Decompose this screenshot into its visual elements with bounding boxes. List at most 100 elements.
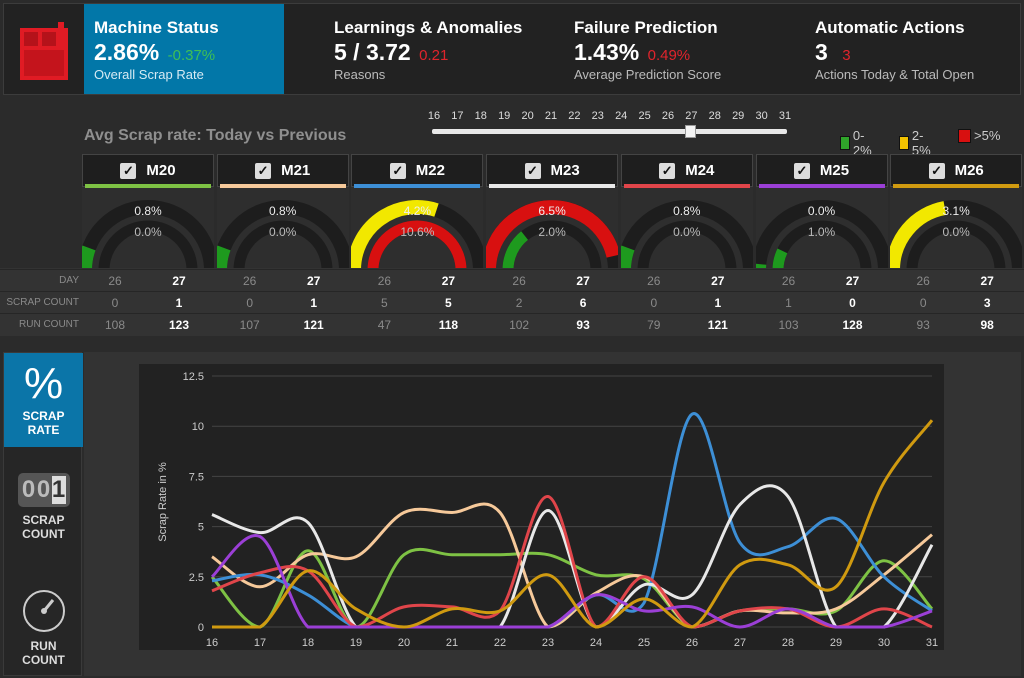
kpi-failure-prediction[interactable]: Failure Prediction 1.43% 0.49% Average P… xyxy=(564,4,794,94)
prev-value: 47 xyxy=(377,318,392,332)
slider-tick-label: 30 xyxy=(755,110,768,122)
x-tick-label: 25 xyxy=(638,637,650,649)
slider-tick-label: 21 xyxy=(544,110,558,122)
kpi-delta: 0.49% xyxy=(647,47,691,64)
kpi-subtitle: Average Prediction Score xyxy=(574,67,722,82)
checkbox-icon[interactable]: ✓ xyxy=(793,162,810,179)
machine-card-m24[interactable]: ✓ M24 0.8% 0.0% xyxy=(620,154,753,270)
prev-value: 26 xyxy=(916,274,930,288)
section-title: Avg Scrap rate: Today vs Previous xyxy=(84,127,347,144)
scrap-count-button[interactable]: 0 0 1 SCRAP COUNT xyxy=(4,473,83,563)
machine-card-m21[interactable]: ✓ M21 0.8% 0.0% xyxy=(216,154,349,270)
prev-value: 107 xyxy=(239,318,260,332)
kpi-value: 1.43% xyxy=(574,39,640,65)
slider-tick-label: 26 xyxy=(661,110,675,122)
scrap-rate-button[interactable]: % SCRAP RATE xyxy=(4,353,83,447)
slider-tick-label: 25 xyxy=(638,110,651,122)
machine-card-m20[interactable]: ✓ M20 0.8% 0.0% xyxy=(82,154,214,270)
machine-header[interactable]: ✓ M21 xyxy=(216,154,349,188)
today-value: 98 xyxy=(980,318,994,332)
table-row: SCRAP COUNT 0 1 0 1 5 5 2 6 0 1 1 0 0 3 xyxy=(0,291,1024,313)
table-row: DAY 26 27 26 27 26 27 26 27 26 27 26 27 26 27 xyxy=(0,269,1024,291)
machine-card-m22[interactable]: ✓ M22 4.2% 10.6% xyxy=(351,154,484,270)
machine-header[interactable]: ✓ M24 xyxy=(620,154,753,188)
checkbox-icon[interactable]: ✓ xyxy=(389,162,406,179)
machine-card-m26[interactable]: ✓ M26 3.1% 0.0% xyxy=(890,154,1023,270)
x-tick-label: 20 xyxy=(398,637,410,649)
button-label: COUNT xyxy=(22,653,65,667)
gauge-prev-arc xyxy=(502,231,529,270)
today-value: 27 xyxy=(172,274,186,288)
checkbox-icon[interactable]: ✓ xyxy=(928,162,945,179)
machine-header[interactable]: ✓ M25 xyxy=(755,154,888,188)
kpi-bar: Machine Status 2.86% -0.37% Overall Scra… xyxy=(3,3,1021,95)
machine-stats-table: DAY 26 27 26 27 26 27 26 27 26 27 26 27 26 27 SCRAP COU… xyxy=(0,268,1024,336)
machine-header[interactable]: ✓ M23 xyxy=(486,154,619,188)
legend-item: >5% xyxy=(958,128,1000,143)
today-value: 3 xyxy=(983,296,991,310)
gauge-track-inner xyxy=(906,220,1006,270)
machine-name: M22 xyxy=(415,162,445,179)
y-tick-label: 5 xyxy=(198,522,204,534)
scrap-rate-chart: 0 2.5 5 7.5 10 12.5 16 17 18 19 20 21 22 23 24 25 26 27 28… xyxy=(84,352,1021,676)
gauge-track-inner xyxy=(233,220,333,270)
y-tick-label: 12.5 xyxy=(183,371,204,383)
counter-icon: 0 0 1 xyxy=(17,473,70,507)
x-tick-label: 21 xyxy=(446,637,458,649)
gauge-prev-value: 0.0% xyxy=(134,225,162,239)
checkbox-icon[interactable]: ✓ xyxy=(255,162,272,179)
legend-label: >5% xyxy=(974,128,1001,143)
run-count-button[interactable]: RUN COUNT xyxy=(4,587,83,673)
y-tick-label: 2.5 xyxy=(189,572,204,584)
x-tick-label: 18 xyxy=(302,637,314,649)
prev-value: 26 xyxy=(377,274,392,288)
kpi-subtitle: Overall Scrap Rate xyxy=(94,67,204,82)
machine-header[interactable]: ✓ M20 xyxy=(82,154,214,188)
checkbox-icon[interactable]: ✓ xyxy=(524,162,541,179)
checkbox-icon[interactable]: ✓ xyxy=(120,162,137,179)
today-value: 27 xyxy=(307,274,321,288)
day-slider[interactable] xyxy=(432,129,787,134)
x-tick-label: 17 xyxy=(254,637,266,649)
legend-swatch xyxy=(958,128,971,143)
machine-header[interactable]: ✓ M26 xyxy=(890,154,1023,188)
prev-value: 0 xyxy=(111,296,119,310)
plot-background xyxy=(139,364,944,650)
today-value: 27 xyxy=(980,274,994,288)
prev-value: 1 xyxy=(785,296,792,310)
kpi-machine-status[interactable]: Machine Status 2.86% -0.37% Overall Scra… xyxy=(84,4,284,94)
machine-card-m23[interactable]: ✓ M23 6.5% 2.0% xyxy=(486,154,619,270)
kpi-automatic-actions[interactable]: Automatic Actions 3 3 Actions Today & To… xyxy=(805,4,1015,94)
row-label: RUN COUNT xyxy=(19,319,79,330)
kpi-learnings[interactable]: Learnings & Anomalies 5 / 3.72 0.21 Reas… xyxy=(324,4,554,94)
machine-name: M23 xyxy=(550,162,580,179)
day-slider-handle[interactable] xyxy=(685,125,696,138)
slider-tick-label: 16 xyxy=(427,110,441,122)
kpi-subtitle: Actions Today & Total Open xyxy=(815,67,975,82)
today-value: 0 xyxy=(849,296,856,310)
machine-header[interactable]: ✓ M22 xyxy=(351,154,484,188)
gauge-track-inner xyxy=(637,220,737,270)
machine-card-m25[interactable]: ✓ M25 0.0% 1.0% xyxy=(755,154,888,270)
today-value: 1 xyxy=(310,296,318,310)
gauge-today-arc xyxy=(620,245,635,270)
today-value: 27 xyxy=(576,274,590,288)
kpi-value: 5 / 3.72 xyxy=(334,39,411,65)
gauge-track-inner xyxy=(98,220,198,270)
gauge-today-arc xyxy=(890,201,947,270)
kpi-value: 3 xyxy=(815,39,828,65)
row-label: DAY xyxy=(59,275,79,286)
x-tick-label: 27 xyxy=(734,637,746,649)
y-axis-label: Scrap Rate in % xyxy=(157,462,169,542)
legend-swatch xyxy=(840,136,850,150)
checkbox-icon[interactable]: ✓ xyxy=(659,162,676,179)
slider-tick-label: 27 xyxy=(685,110,698,122)
slider-tick-label: 31 xyxy=(778,110,792,122)
gauge-track-outer xyxy=(620,200,753,270)
y-tick-label: 10 xyxy=(192,421,204,433)
kpi-subtitle: Reasons xyxy=(334,67,386,82)
gauge-prev-value: 1.0% xyxy=(807,225,836,239)
button-label: RATE xyxy=(27,423,60,437)
kpi-title: Learnings & Anomalies xyxy=(334,18,523,37)
